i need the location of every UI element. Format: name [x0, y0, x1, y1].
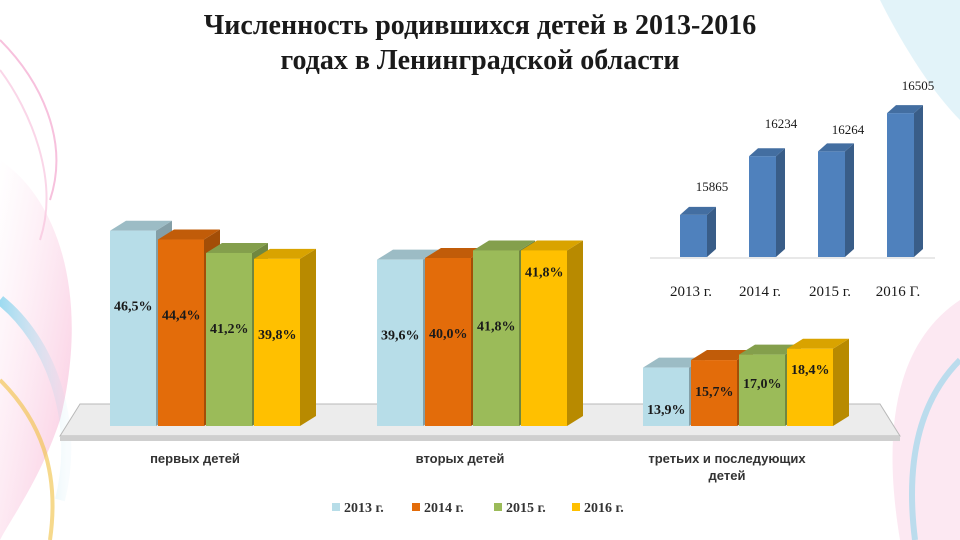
category-label-2-0: третьих и последующих — [648, 451, 806, 466]
inset-value-2: 16264 — [832, 122, 865, 137]
data-label-1-2: 41,8% — [477, 319, 516, 334]
data-label-1-0: 39,6% — [381, 329, 420, 344]
category-label-1-0: вторых детей — [416, 451, 505, 466]
data-label-2-3: 18,4% — [791, 363, 830, 378]
data-label-0-3: 39,8% — [258, 328, 297, 343]
inset-year-2: 2015 г. — [809, 284, 851, 300]
bar-1-3 — [521, 240, 583, 426]
title-line-2: годах в Ленинградской области — [280, 45, 680, 76]
legend-label-2: 2015 г. — [506, 501, 546, 516]
title-line-1: Численность родившихся детей в 2013-2016 — [203, 10, 757, 41]
category-label-2-1: детей — [709, 468, 746, 483]
decor-left — [0, 39, 72, 540]
legend-label-3: 2016 г. — [584, 501, 624, 516]
data-label-2-2: 17,0% — [743, 377, 782, 392]
inset-data-labels: 15865 16234 16264 16505 — [696, 78, 935, 194]
inset-value-1: 16234 — [765, 116, 798, 131]
legend-swatch-1 — [412, 503, 420, 511]
decor-right — [880, 0, 960, 540]
legend-swatch-2 — [494, 503, 502, 511]
inset-value-3: 16505 — [902, 78, 935, 93]
legend-swatch-3 — [572, 503, 580, 511]
main-data-labels: 46,5% 44,4% 41,2% 39,8% 39,6% 40,0% 41,8% 41,8%… — [114, 265, 830, 418]
inset-bar-3 — [887, 105, 923, 257]
bar-0-3 — [254, 248, 316, 426]
data-label-2-0: 13,9% — [647, 403, 686, 418]
legend-label-0: 2013 г. — [344, 501, 384, 516]
inset-year-3: 2016 Г. — [876, 284, 920, 300]
inset-bar-1 — [749, 148, 785, 257]
legend-swatch-0 — [332, 503, 340, 511]
inset-value-0: 15865 — [696, 179, 729, 194]
data-label-2-1: 15,7% — [695, 385, 734, 400]
bar-2-3 — [787, 338, 849, 426]
inset-bars — [680, 105, 923, 257]
inset-year-1: 2014 г. — [739, 284, 781, 300]
page-title: Численность родившихся детей в 2013-2016… — [170, 8, 790, 78]
data-label-1-1: 40,0% — [429, 327, 468, 342]
main-category-labels: первых детей вторых детей третьих и послед… — [150, 451, 806, 483]
category-label-0-0: первых детей — [150, 451, 240, 466]
data-label-0-1: 44,4% — [162, 309, 201, 324]
inset-bar-0 — [680, 206, 716, 257]
data-label-0-0: 46,5% — [114, 300, 153, 315]
inset-year-0: 2013 г. — [670, 284, 712, 300]
legend: 2013 г. 2014 г. 2015 г. 2016 г. — [332, 501, 624, 516]
main-bars — [110, 220, 849, 426]
legend-label-1: 2014 г. — [424, 501, 464, 516]
inset-bar-2 — [818, 143, 854, 257]
data-label-1-3: 41,8% — [525, 265, 564, 280]
data-label-0-2: 41,2% — [210, 322, 249, 337]
inset-category-labels: 2013 г. 2014 г. 2015 г. 2016 Г. — [670, 284, 920, 300]
